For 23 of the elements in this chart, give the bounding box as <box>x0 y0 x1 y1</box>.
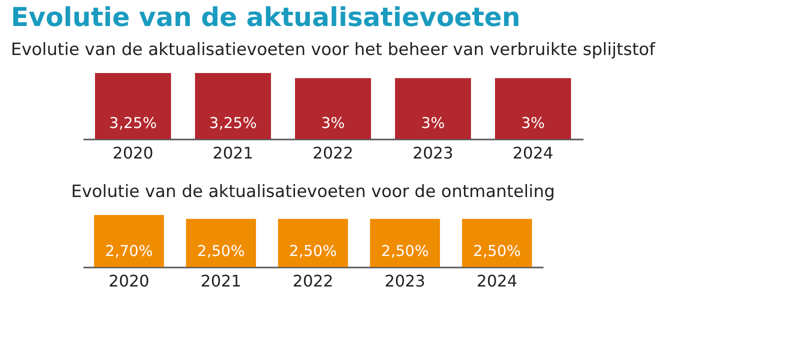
data-label: 3% <box>321 114 345 132</box>
x-tick-label: 2023 <box>412 144 454 162</box>
data-label: 2,50% <box>473 242 521 260</box>
chart-title: Evolutie van de aktualisatievoeten voor de ontmanteling <box>71 182 555 202</box>
x-tick-label: 2020 <box>112 144 154 162</box>
data-label: 2,50% <box>197 242 245 260</box>
x-tick-label: 2020 <box>108 272 150 290</box>
x-tick-label: 2022 <box>292 272 334 290</box>
x-tick-label: 2024 <box>476 272 518 290</box>
data-label: 2,50% <box>289 242 337 260</box>
x-tick-label: 2021 <box>200 272 242 290</box>
x-tick-label: 2021 <box>212 144 254 162</box>
x-tick-label: 2022 <box>312 144 354 162</box>
data-label: 2,50% <box>381 242 429 260</box>
data-label: 3% <box>421 114 445 132</box>
x-tick-label: 2024 <box>512 144 554 162</box>
x-tick-label: 2023 <box>384 272 426 290</box>
data-label: 3% <box>521 114 545 132</box>
data-label: 3,25% <box>209 114 257 132</box>
data-label: 3,25% <box>109 114 157 132</box>
chart-subtitle: Evolutie van de aktualisatievoeten voor het beheer van verbruikte splijtstof <box>10 40 656 60</box>
chart-title: Evolutie van de aktualisatievoeten <box>10 3 520 33</box>
data-label: 2,70% <box>105 242 153 260</box>
